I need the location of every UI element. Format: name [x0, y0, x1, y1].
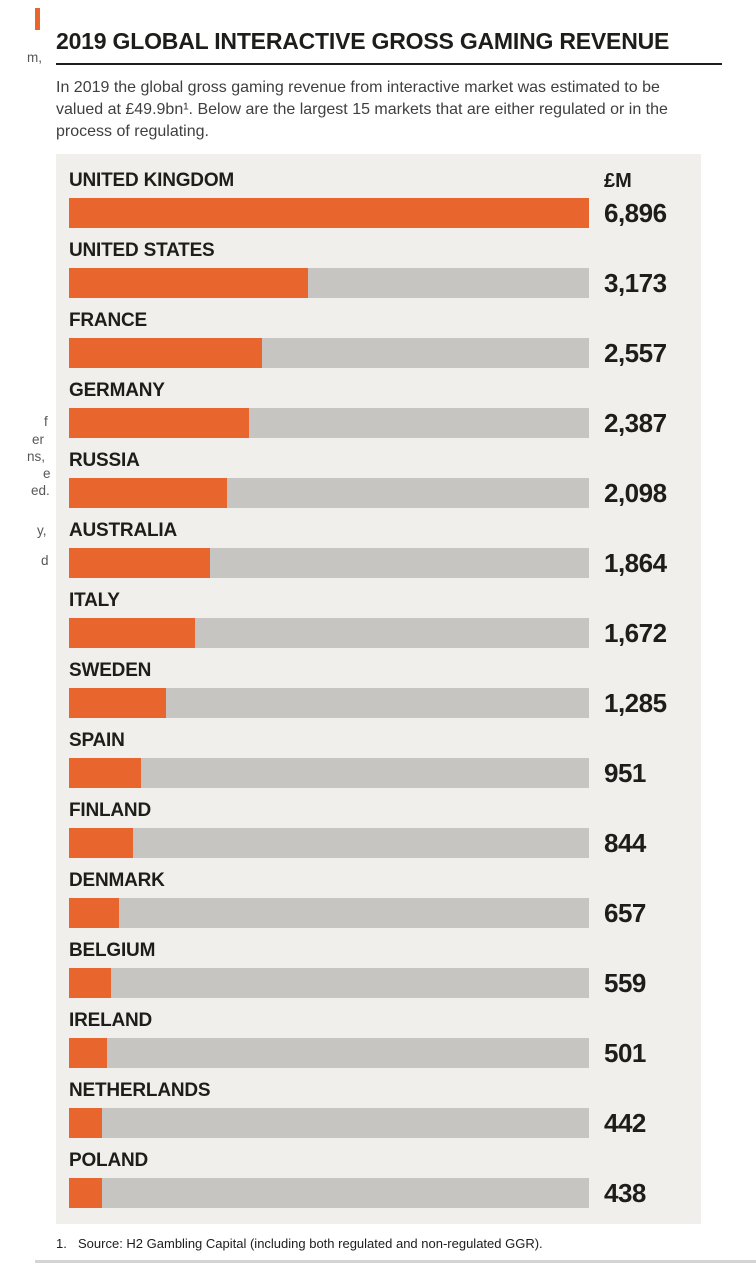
bar-chart: UNITED KINGDOM £M 6,896 UNITED STATES 3,… [69, 170, 689, 1209]
country-label: GERMANY [69, 380, 165, 402]
chart-row: SWEDEN 1,285 [69, 660, 689, 719]
chart-panel: UNITED KINGDOM £M 6,896 UNITED STATES 3,… [56, 154, 701, 1225]
value-label: 657 [604, 898, 646, 929]
bar-track [69, 548, 589, 579]
clipped-text-fragment: ns, [27, 449, 46, 464]
bar-track [69, 1108, 589, 1139]
chart-row: UNITED STATES 3,173 [69, 240, 689, 299]
bar-fill [69, 898, 119, 929]
value-label: 6,896 [604, 198, 667, 229]
footnote-text: Source: H2 Gambling Capital (including b… [78, 1236, 543, 1252]
country-label: UNITED STATES [69, 240, 215, 262]
bar-fill [69, 1178, 103, 1209]
bar-track [69, 268, 589, 299]
bar-fill [69, 828, 133, 859]
unit-label: £M [604, 170, 632, 193]
value-label: 2,387 [604, 408, 667, 439]
country-label: ITALY [69, 590, 120, 612]
value-label: 1,672 [604, 618, 667, 649]
country-label: RUSSIA [69, 450, 140, 472]
bar-track [69, 1038, 589, 1069]
country-label: BELGIUM [69, 940, 156, 962]
chart-row: ITALY 1,672 [69, 590, 689, 649]
clipped-text-fragment: f [44, 414, 48, 429]
bar-track [69, 758, 589, 789]
clipped-text-fragment: y, [37, 523, 47, 538]
value-label: 438 [604, 1178, 646, 1209]
clipped-text-fragment: e [43, 466, 51, 481]
bar-track [69, 478, 589, 509]
bar-track [69, 618, 589, 649]
title-divider [56, 63, 722, 65]
clipped-text-fragment: er [32, 432, 45, 447]
bar-track [69, 688, 589, 719]
chart-row: FINLAND 844 [69, 800, 689, 859]
value-label: 2,557 [604, 338, 667, 369]
bar-fill [69, 1038, 107, 1069]
bar-fill [69, 338, 262, 369]
country-label: POLAND [69, 1150, 149, 1172]
bar-track [69, 198, 589, 229]
value-label: 951 [604, 758, 646, 789]
footnote-marker: 1. [56, 1236, 67, 1252]
chart-row: GERMANY 2,387 [69, 380, 689, 439]
bar-track [69, 828, 589, 859]
country-label: NETHERLANDS [69, 1080, 211, 1102]
country-label: AUSTRALIA [69, 520, 177, 542]
value-label: 1,864 [604, 548, 667, 579]
clipped-text-fragment: d [41, 553, 49, 568]
chart-row: DENMARK 657 [69, 870, 689, 929]
bar-fill [69, 268, 309, 299]
country-label: FINLAND [69, 800, 151, 822]
bar-fill [69, 198, 589, 229]
footnote: 1. Source: H2 Gambling Capital (including… [56, 1236, 722, 1251]
value-label: 3,173 [604, 268, 667, 299]
clipped-text-fragment: m, [27, 50, 42, 65]
chart-row: NETHERLANDS 442 [69, 1080, 689, 1139]
country-label: SPAIN [69, 730, 125, 752]
bar-track [69, 968, 589, 999]
country-label: SWEDEN [69, 660, 152, 682]
page-title: 2019 GLOBAL INTERACTIVE GROSS GAMING REV… [56, 28, 670, 54]
bar-fill [69, 408, 249, 439]
bar-fill [69, 1108, 103, 1139]
country-label: DENMARK [69, 870, 165, 892]
value-label: 2,098 [604, 478, 667, 509]
value-label: 442 [604, 1108, 646, 1139]
chart-row: IRELAND 501 [69, 1010, 689, 1069]
bar-fill [69, 478, 228, 509]
value-label: 559 [604, 968, 646, 999]
value-label: 844 [604, 828, 646, 859]
country-label: UNITED KINGDOM [69, 170, 235, 192]
bar-fill [69, 688, 166, 719]
clipped-text-fragment: ed. [31, 483, 50, 498]
chart-row: POLAND 438 [69, 1150, 689, 1209]
chart-row: AUSTRALIA 1,864 [69, 520, 689, 579]
bar-track [69, 408, 589, 439]
chart-row: UNITED KINGDOM £M 6,896 [69, 170, 689, 229]
bar-fill [69, 618, 196, 649]
value-label: 1,285 [604, 688, 667, 719]
bar-fill [69, 758, 141, 789]
chart-row: RUSSIA 2,098 [69, 450, 689, 509]
bar-fill [69, 968, 112, 999]
country-label: FRANCE [69, 310, 147, 332]
chart-row: BELGIUM 559 [69, 940, 689, 999]
chart-row: SPAIN 951 [69, 730, 689, 789]
page-edge [35, 1260, 756, 1263]
value-label: 501 [604, 1038, 646, 1069]
bar-track [69, 338, 589, 369]
bar-fill [69, 548, 210, 579]
bar-track [69, 1178, 589, 1209]
chart-row: FRANCE 2,557 [69, 310, 689, 369]
bar-track [69, 898, 589, 929]
section-accent-mark [35, 8, 40, 30]
intro-text: In 2019 the global gross gaming revenue … [56, 79, 668, 140]
country-label: IRELAND [69, 1010, 153, 1032]
article-content: 2019 GLOBAL INTERACTIVE GROSS GAMING REV… [56, 0, 722, 1251]
